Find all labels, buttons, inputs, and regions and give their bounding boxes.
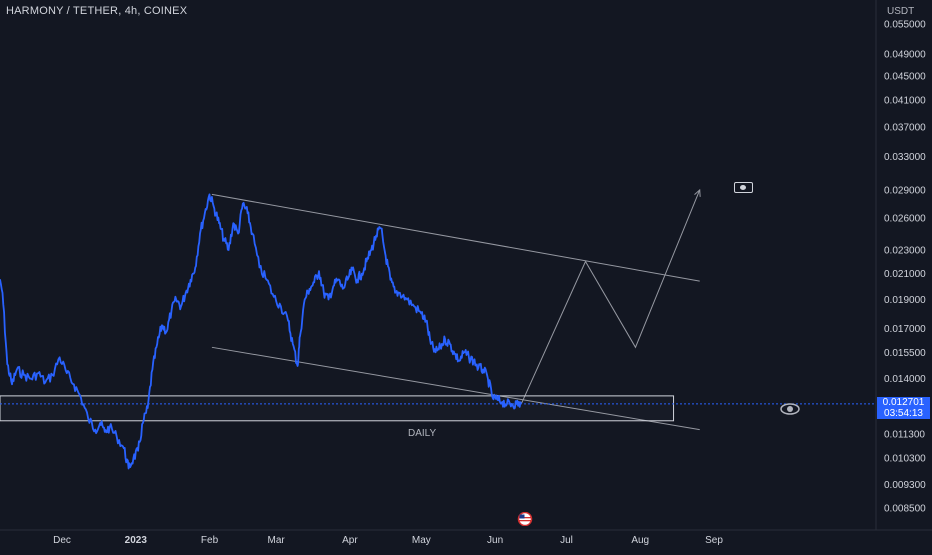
price-tick-label: 0.033000 <box>884 152 926 163</box>
price-tick-label: 0.045000 <box>884 72 926 83</box>
time-tick-label: Sep <box>705 535 723 546</box>
time-tick-label: Jul <box>560 535 573 546</box>
price-tick-label: 0.037000 <box>884 122 926 133</box>
currency-label: USDT <box>887 6 915 17</box>
price-tick-label: 0.017000 <box>884 324 926 335</box>
price-tick-label: 0.055000 <box>884 20 926 31</box>
trendline <box>211 346 700 431</box>
time-tick-label: May <box>412 535 431 546</box>
last-price-tag: 0.012701 03:54:13 <box>877 397 930 419</box>
chart-title: HARMONY / TETHER, 4h, COINEX <box>6 5 188 17</box>
price-tick-label: 0.029000 <box>884 185 926 196</box>
projection-path <box>520 189 701 405</box>
time-tick-label: Feb <box>201 535 219 546</box>
price-tick-label: 0.019000 <box>884 295 926 306</box>
time-tick-label: Apr <box>342 535 358 546</box>
time-tick-label: Aug <box>631 535 649 546</box>
price-tick-label: 0.041000 <box>884 96 926 107</box>
price-tick-label: 0.049000 <box>884 49 926 60</box>
money-icon[interactable] <box>734 182 753 193</box>
us-flag-icon[interactable] <box>516 511 534 527</box>
price-tick-label: 0.026000 <box>884 214 926 225</box>
time-tick-label: 2023 <box>125 535 148 546</box>
price-tick-label: 0.009300 <box>884 480 926 491</box>
eye-icon[interactable] <box>780 402 800 415</box>
time-tick-label: Dec <box>53 535 71 546</box>
daily-zone <box>0 395 675 422</box>
price-tick-label: 0.023000 <box>884 245 926 256</box>
projection-arrowhead <box>694 188 701 197</box>
zone-label: DAILY <box>408 428 437 439</box>
price-tick-label: 0.008500 <box>884 504 926 515</box>
trendline <box>211 193 700 282</box>
time-tick-label: Mar <box>268 535 286 546</box>
last-price-value: 0.012701 <box>882 397 925 408</box>
time-tick-label: Jun <box>487 535 503 546</box>
price-series-line <box>0 193 523 470</box>
price-tick-label: 0.010300 <box>884 454 926 465</box>
countdown-timer: 03:54:13 <box>884 408 923 419</box>
price-tick-label: 0.015500 <box>884 348 926 359</box>
price-tick-label: 0.014000 <box>884 374 926 385</box>
price-tick-label: 0.011300 <box>884 430 925 441</box>
price-tick-label: 0.021000 <box>884 269 926 280</box>
